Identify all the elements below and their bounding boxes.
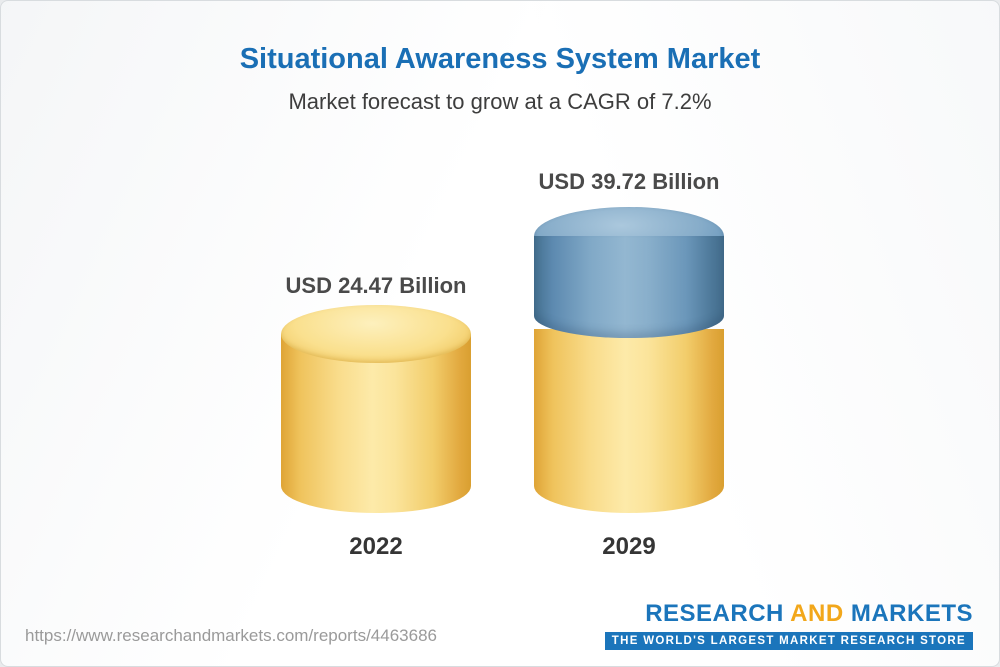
logo-word-research: RESEARCH bbox=[645, 600, 791, 627]
logo-word-and: AND bbox=[790, 600, 844, 627]
logo-word-markets: MARKETS bbox=[843, 600, 973, 627]
cylinder-2029-growth-segment bbox=[534, 236, 724, 338]
year-label-2022: 2022 bbox=[349, 533, 403, 560]
year-label-2029: 2029 bbox=[602, 533, 656, 560]
cylinder-2022-top bbox=[281, 305, 471, 363]
logo-wordmark: RESEARCH AND MARKETS bbox=[605, 600, 973, 628]
cylinder-2029-base-segment bbox=[534, 329, 724, 513]
value-label-2022: USD 24.47 Billion bbox=[285, 273, 467, 298]
page-subtitle: Market forecast to grow at a CAGR of 7.2… bbox=[288, 89, 712, 114]
logo-tagline: THE WORLD'S LARGEST MARKET RESEARCH STOR… bbox=[604, 632, 973, 650]
bar-group-2029: USD 39.72 Billion 2029 bbox=[469, 161, 789, 601]
bar-group-2022: USD 24.47 Billion 2022 bbox=[216, 161, 536, 601]
cylinder-2022-body bbox=[281, 334, 471, 513]
value-label-2029: USD 39.72 Billion bbox=[538, 169, 720, 194]
research-and-markets-logo[interactable]: RESEARCH AND MARKETS THE WORLD'S LARGEST… bbox=[604, 600, 973, 650]
page-title: Situational Awareness System Market bbox=[239, 43, 761, 75]
report-url[interactable]: https://www.researchandmarkets.com/repor… bbox=[25, 626, 437, 645]
